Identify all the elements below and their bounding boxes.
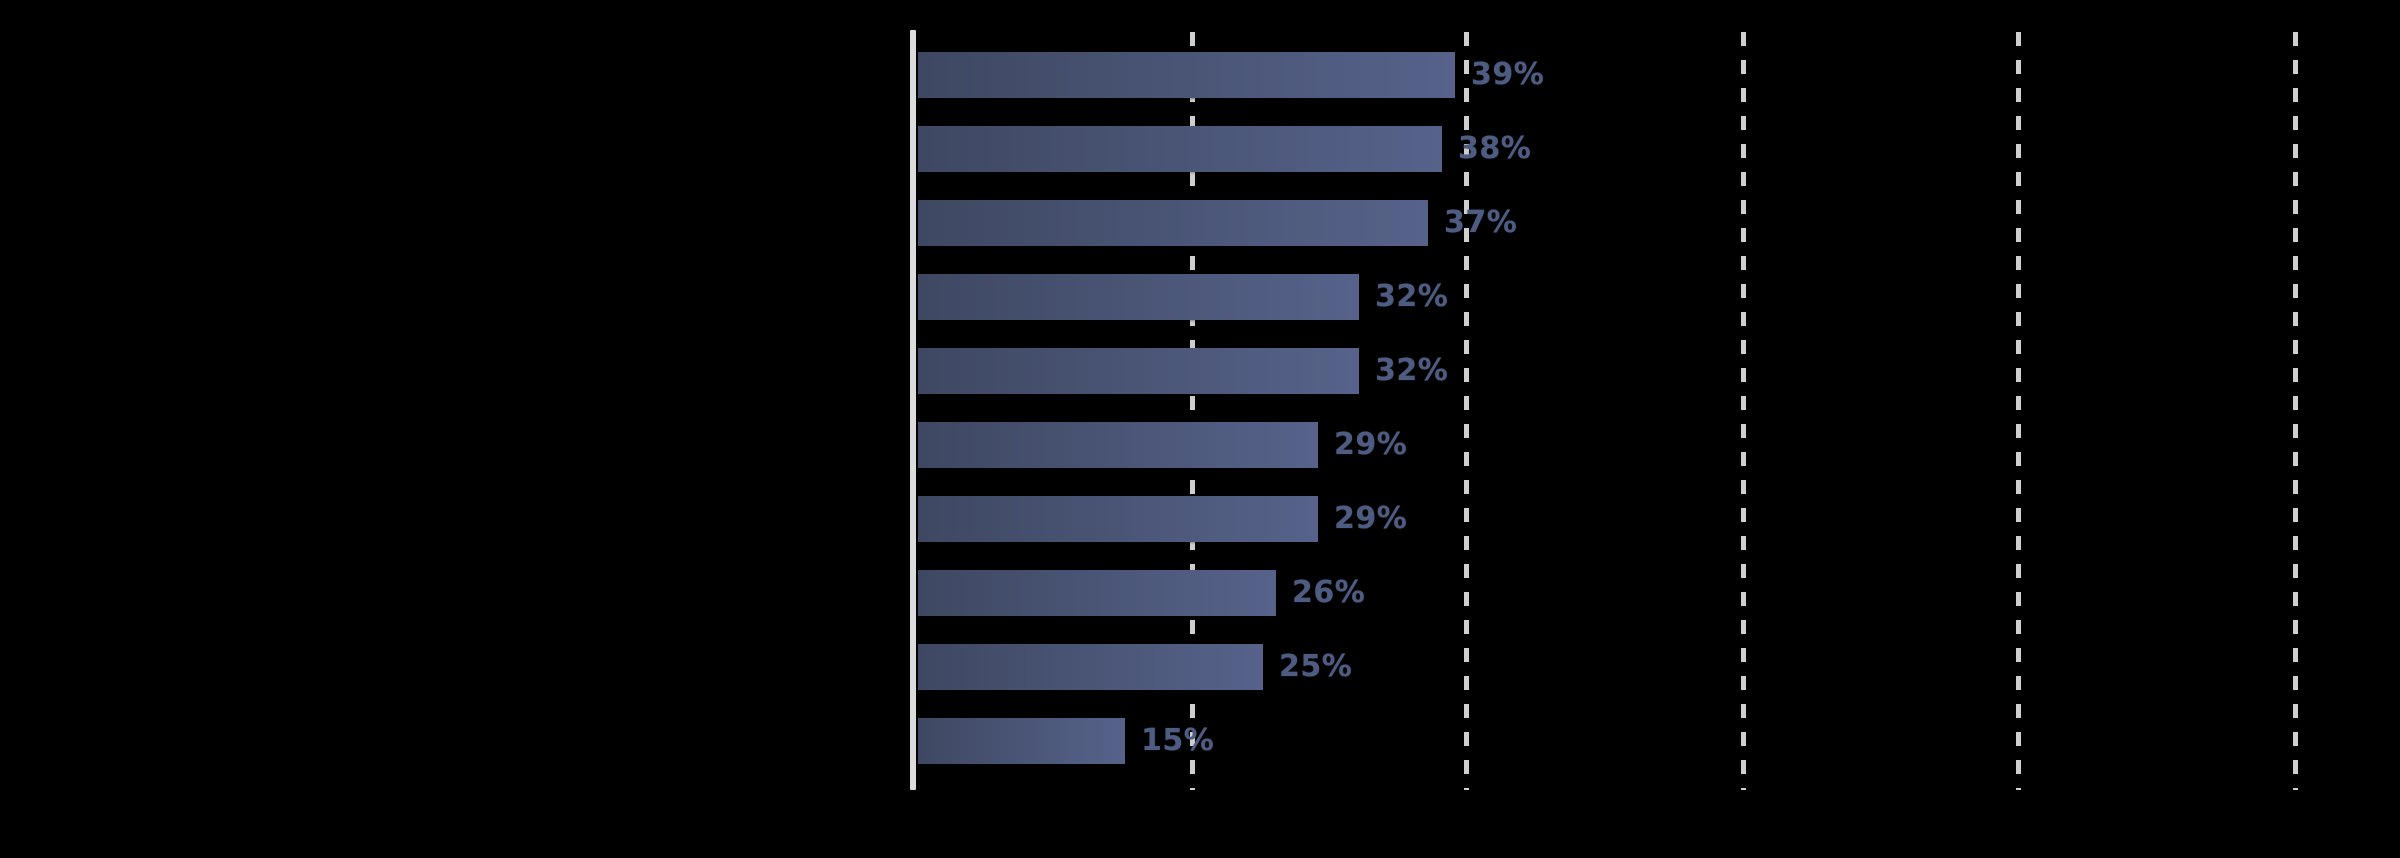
bar-row[interactable]: 26%	[918, 570, 1365, 616]
bar-row[interactable]: 29%	[918, 422, 1407, 468]
y-axis-line	[910, 30, 916, 790]
bar-value-label: 29%	[1334, 501, 1408, 536]
bar-value-label: 26%	[1292, 575, 1366, 610]
bar[interactable]	[918, 200, 1428, 246]
bar-value-label: 15%	[1141, 723, 1215, 758]
bar-value-label: 39%	[1471, 57, 1545, 92]
bar[interactable]	[918, 422, 1318, 468]
bar[interactable]	[918, 718, 1125, 764]
bar[interactable]	[918, 496, 1318, 542]
bar[interactable]	[918, 52, 1455, 98]
bar[interactable]	[918, 570, 1276, 616]
bar-value-label: 38%	[1458, 131, 1532, 166]
gridline-1	[1190, 32, 1195, 790]
bar-row[interactable]: 39%	[918, 52, 1544, 98]
bar[interactable]	[918, 644, 1263, 690]
bar-row[interactable]: 38%	[918, 126, 1531, 172]
gridline-5	[2293, 32, 2298, 790]
bar-value-label: 37%	[1444, 205, 1518, 240]
bar-row[interactable]: 37%	[918, 200, 1517, 246]
bar-row[interactable]: 29%	[918, 496, 1407, 542]
bar-row[interactable]: 15%	[918, 718, 1214, 764]
bar[interactable]	[918, 126, 1442, 172]
bar-value-label: 32%	[1375, 353, 1449, 388]
gridline-4	[2016, 32, 2021, 790]
gridline-2	[1464, 32, 1469, 790]
bar-value-label: 32%	[1375, 279, 1449, 314]
bar[interactable]	[918, 348, 1359, 394]
bar-row[interactable]: 32%	[918, 348, 1448, 394]
gridline-3	[1741, 32, 1746, 790]
bar-row[interactable]: 25%	[918, 644, 1352, 690]
bar-value-label: 25%	[1279, 649, 1353, 684]
bar-value-label: 29%	[1334, 427, 1408, 462]
bar[interactable]	[918, 274, 1359, 320]
bar-row[interactable]: 32%	[918, 274, 1448, 320]
